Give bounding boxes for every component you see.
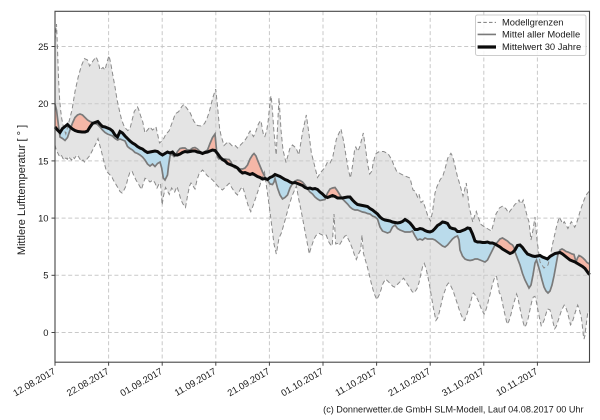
svg-text:(c) Donnerwetter.de GmbH SLM-M: (c) Donnerwetter.de GmbH SLM-Modell, Lau… — [323, 405, 583, 415]
svg-text:Mittlere Lufttemperatur [ ° ]: Mittlere Lufttemperatur [ ° ] — [16, 125, 28, 255]
svg-text:15: 15 — [38, 155, 48, 166]
svg-text:Mittelwert 30 Jahre: Mittelwert 30 Jahre — [502, 41, 581, 52]
svg-text:5: 5 — [43, 270, 48, 281]
svg-text:Modellgrenzen: Modellgrenzen — [502, 17, 564, 28]
svg-text:Mittel aller Modelle: Mittel aller Modelle — [502, 29, 580, 40]
svg-text:20: 20 — [38, 98, 48, 109]
svg-text:10: 10 — [38, 213, 48, 224]
svg-text:0: 0 — [43, 327, 48, 338]
svg-text:25: 25 — [38, 41, 48, 52]
